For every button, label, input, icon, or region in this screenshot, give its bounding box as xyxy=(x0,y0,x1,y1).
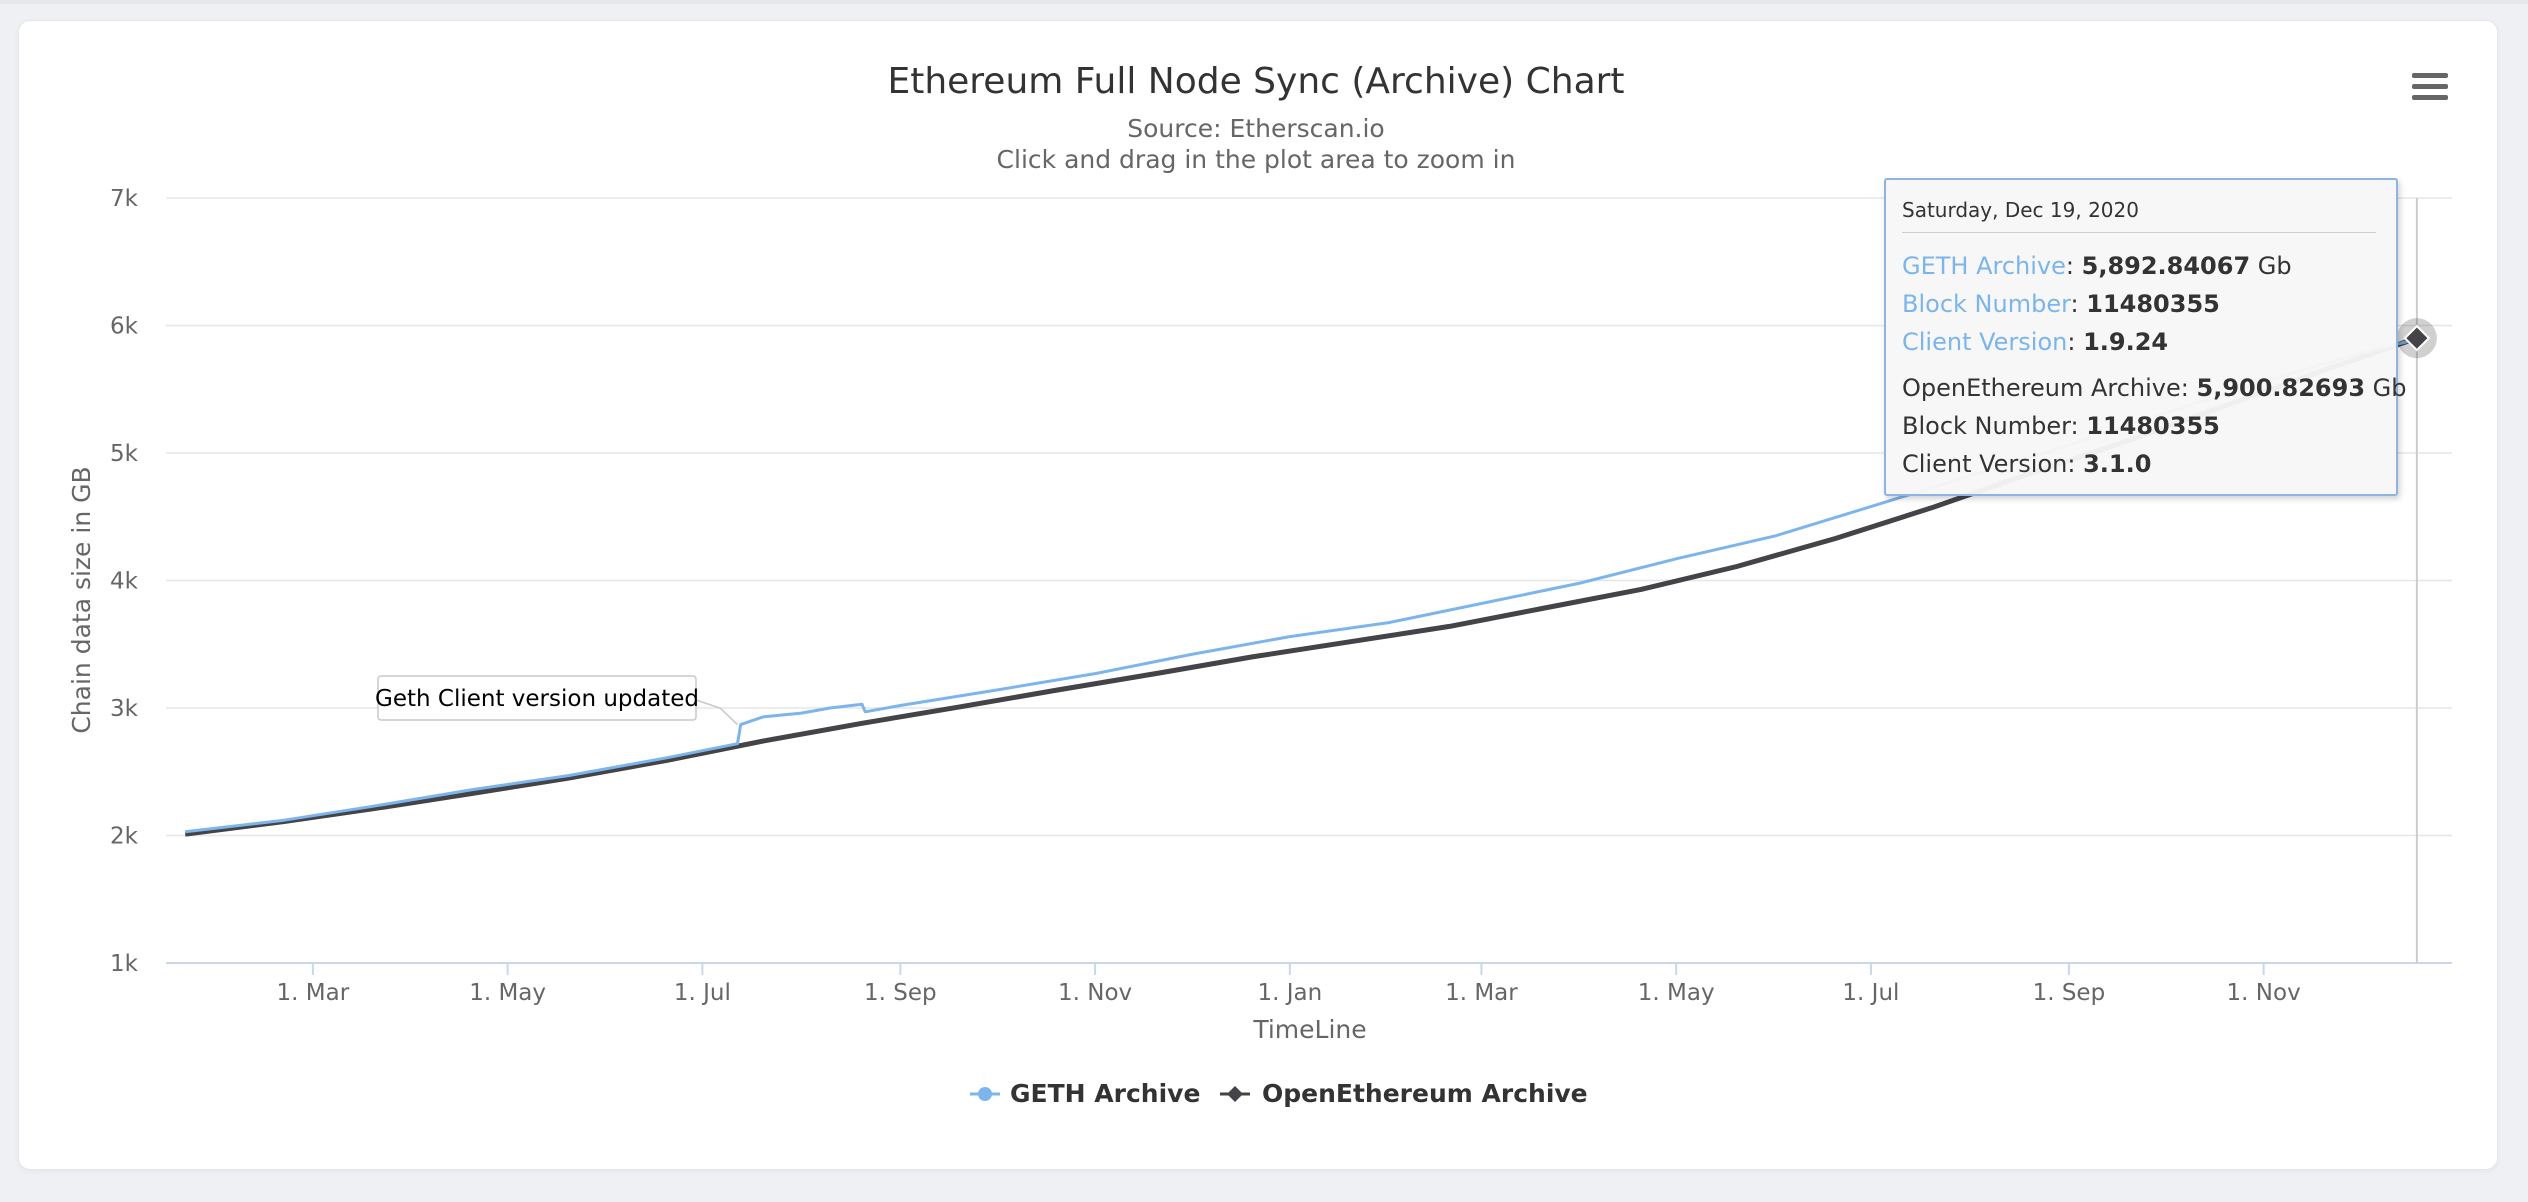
x-tick-label: 1. Mar xyxy=(1445,980,1518,1006)
openethereum-hover-point xyxy=(2403,324,2431,352)
chart-subtitle-source: Source: Etherscan.io xyxy=(1127,114,1384,143)
x-tick-label: 1. May xyxy=(1638,980,1715,1006)
data-tooltip: Saturday, Dec 19, 2020 GETH Archive: 5,8… xyxy=(1884,178,2407,496)
y-tick-label: 6k xyxy=(110,314,139,340)
tooltip-geth-client-label: Client Version xyxy=(1902,328,2068,356)
tooltip-oe-client-label: Client Version xyxy=(1902,450,2068,478)
tooltip-geth-block-row: Block Number: 11480355 xyxy=(1902,290,2220,318)
tooltip-oe-archive-value: 5,900.82693 xyxy=(2196,374,2366,402)
hamburger-menu-icon[interactable] xyxy=(2404,60,2452,108)
x-tick-label: 1. Jul xyxy=(674,980,731,1006)
tooltip-geth-block-label: Block Number xyxy=(1902,290,2071,318)
tooltip-geth-archive-label: GETH Archive xyxy=(1902,252,2066,280)
tooltip-oe-block-row: Block Number: 11480355 xyxy=(1902,412,2220,440)
tooltip-oe-client-row: Client Version: 3.1.0 xyxy=(1902,450,2152,478)
page-top-strip xyxy=(0,0,2528,4)
tooltip-geth-client-value: 1.9.24 xyxy=(2083,328,2169,356)
y-tick-label: 2k xyxy=(110,824,139,850)
y-axis-label: Chain data size in GB xyxy=(67,466,96,733)
legend-item-geth[interactable]: GETH Archive xyxy=(970,1079,1200,1108)
legend-geth-label: GETH Archive xyxy=(1010,1079,1200,1108)
annotation-label: Geth Client version updated xyxy=(375,686,699,712)
x-tick-label: 1. May xyxy=(469,980,546,1006)
tooltip-oe-archive-row: OpenEthereum Archive: 5,900.82693 Gb xyxy=(1902,374,2407,402)
annotation-geth-update: Geth Client version updated xyxy=(375,675,739,726)
x-tick-label: 1. Nov xyxy=(1058,980,1132,1006)
legend-item-openethereum[interactable]: OpenEthereum Archive xyxy=(1220,1079,1588,1108)
y-axis-ticks: 1k 2k 3k 4k 5k 6k 7k xyxy=(110,186,139,977)
x-tick-label: 1. Nov xyxy=(2227,980,2301,1006)
tooltip-date: Saturday, Dec 19, 2020 xyxy=(1902,198,2139,222)
x-tick-label: 1. Jul xyxy=(1842,980,1899,1006)
y-tick-label: 4k xyxy=(110,569,139,595)
tooltip-oe-archive-label: OpenEthereum Archive xyxy=(1902,374,2181,402)
legend-oe-marker-icon xyxy=(1227,1086,1243,1102)
hover-markers xyxy=(2396,198,2437,963)
tooltip-geth-client-row: Client Version: 1.9.24 xyxy=(1902,328,2169,356)
tooltip-geth-block-value: 11480355 xyxy=(2086,290,2220,318)
legend-oe-label: OpenEthereum Archive xyxy=(1262,1079,1588,1108)
x-tick-label: 1. Jan xyxy=(1257,980,1322,1006)
x-axis-ticks: 1. Mar 1. May 1. Jul 1. Sep 1. Nov 1. Jan 1. M… xyxy=(277,963,2301,1006)
y-tick-label: 7k xyxy=(110,186,139,212)
chart-title: Ethereum Full Node Sync (Archive) Chart xyxy=(887,61,1624,102)
tooltip-oe-client-value: 3.1.0 xyxy=(2083,450,2152,478)
tooltip-divider xyxy=(1902,232,2376,233)
tooltip-oe-unit: Gb xyxy=(2372,374,2407,402)
x-tick-label: 1. Sep xyxy=(864,980,937,1006)
x-axis-label: TimeLine xyxy=(1252,1015,1366,1044)
tooltip-geth-archive-row: GETH Archive: 5,892.84067 Gb xyxy=(1902,252,2292,280)
tooltip-oe-block-label: Block Number xyxy=(1902,412,2071,440)
legend: GETH Archive OpenEthereum Archive xyxy=(970,1079,1588,1108)
tooltip-geth-archive-value: 5,892.84067 xyxy=(2081,252,2251,280)
chart-subtitle-zoom-hint: Click and drag in the plot area to zoom … xyxy=(997,145,1516,174)
y-tick-label: 3k xyxy=(110,696,139,722)
x-tick-label: 1. Mar xyxy=(277,980,350,1006)
x-tick-label: 1. Sep xyxy=(2033,980,2106,1006)
y-tick-label: 1k xyxy=(110,951,139,977)
y-tick-label: 5k xyxy=(110,441,139,467)
tooltip-oe-block-value: 11480355 xyxy=(2086,412,2220,440)
tooltip-geth-unit: Gb xyxy=(2257,252,2292,280)
legend-geth-marker-icon xyxy=(978,1087,992,1101)
